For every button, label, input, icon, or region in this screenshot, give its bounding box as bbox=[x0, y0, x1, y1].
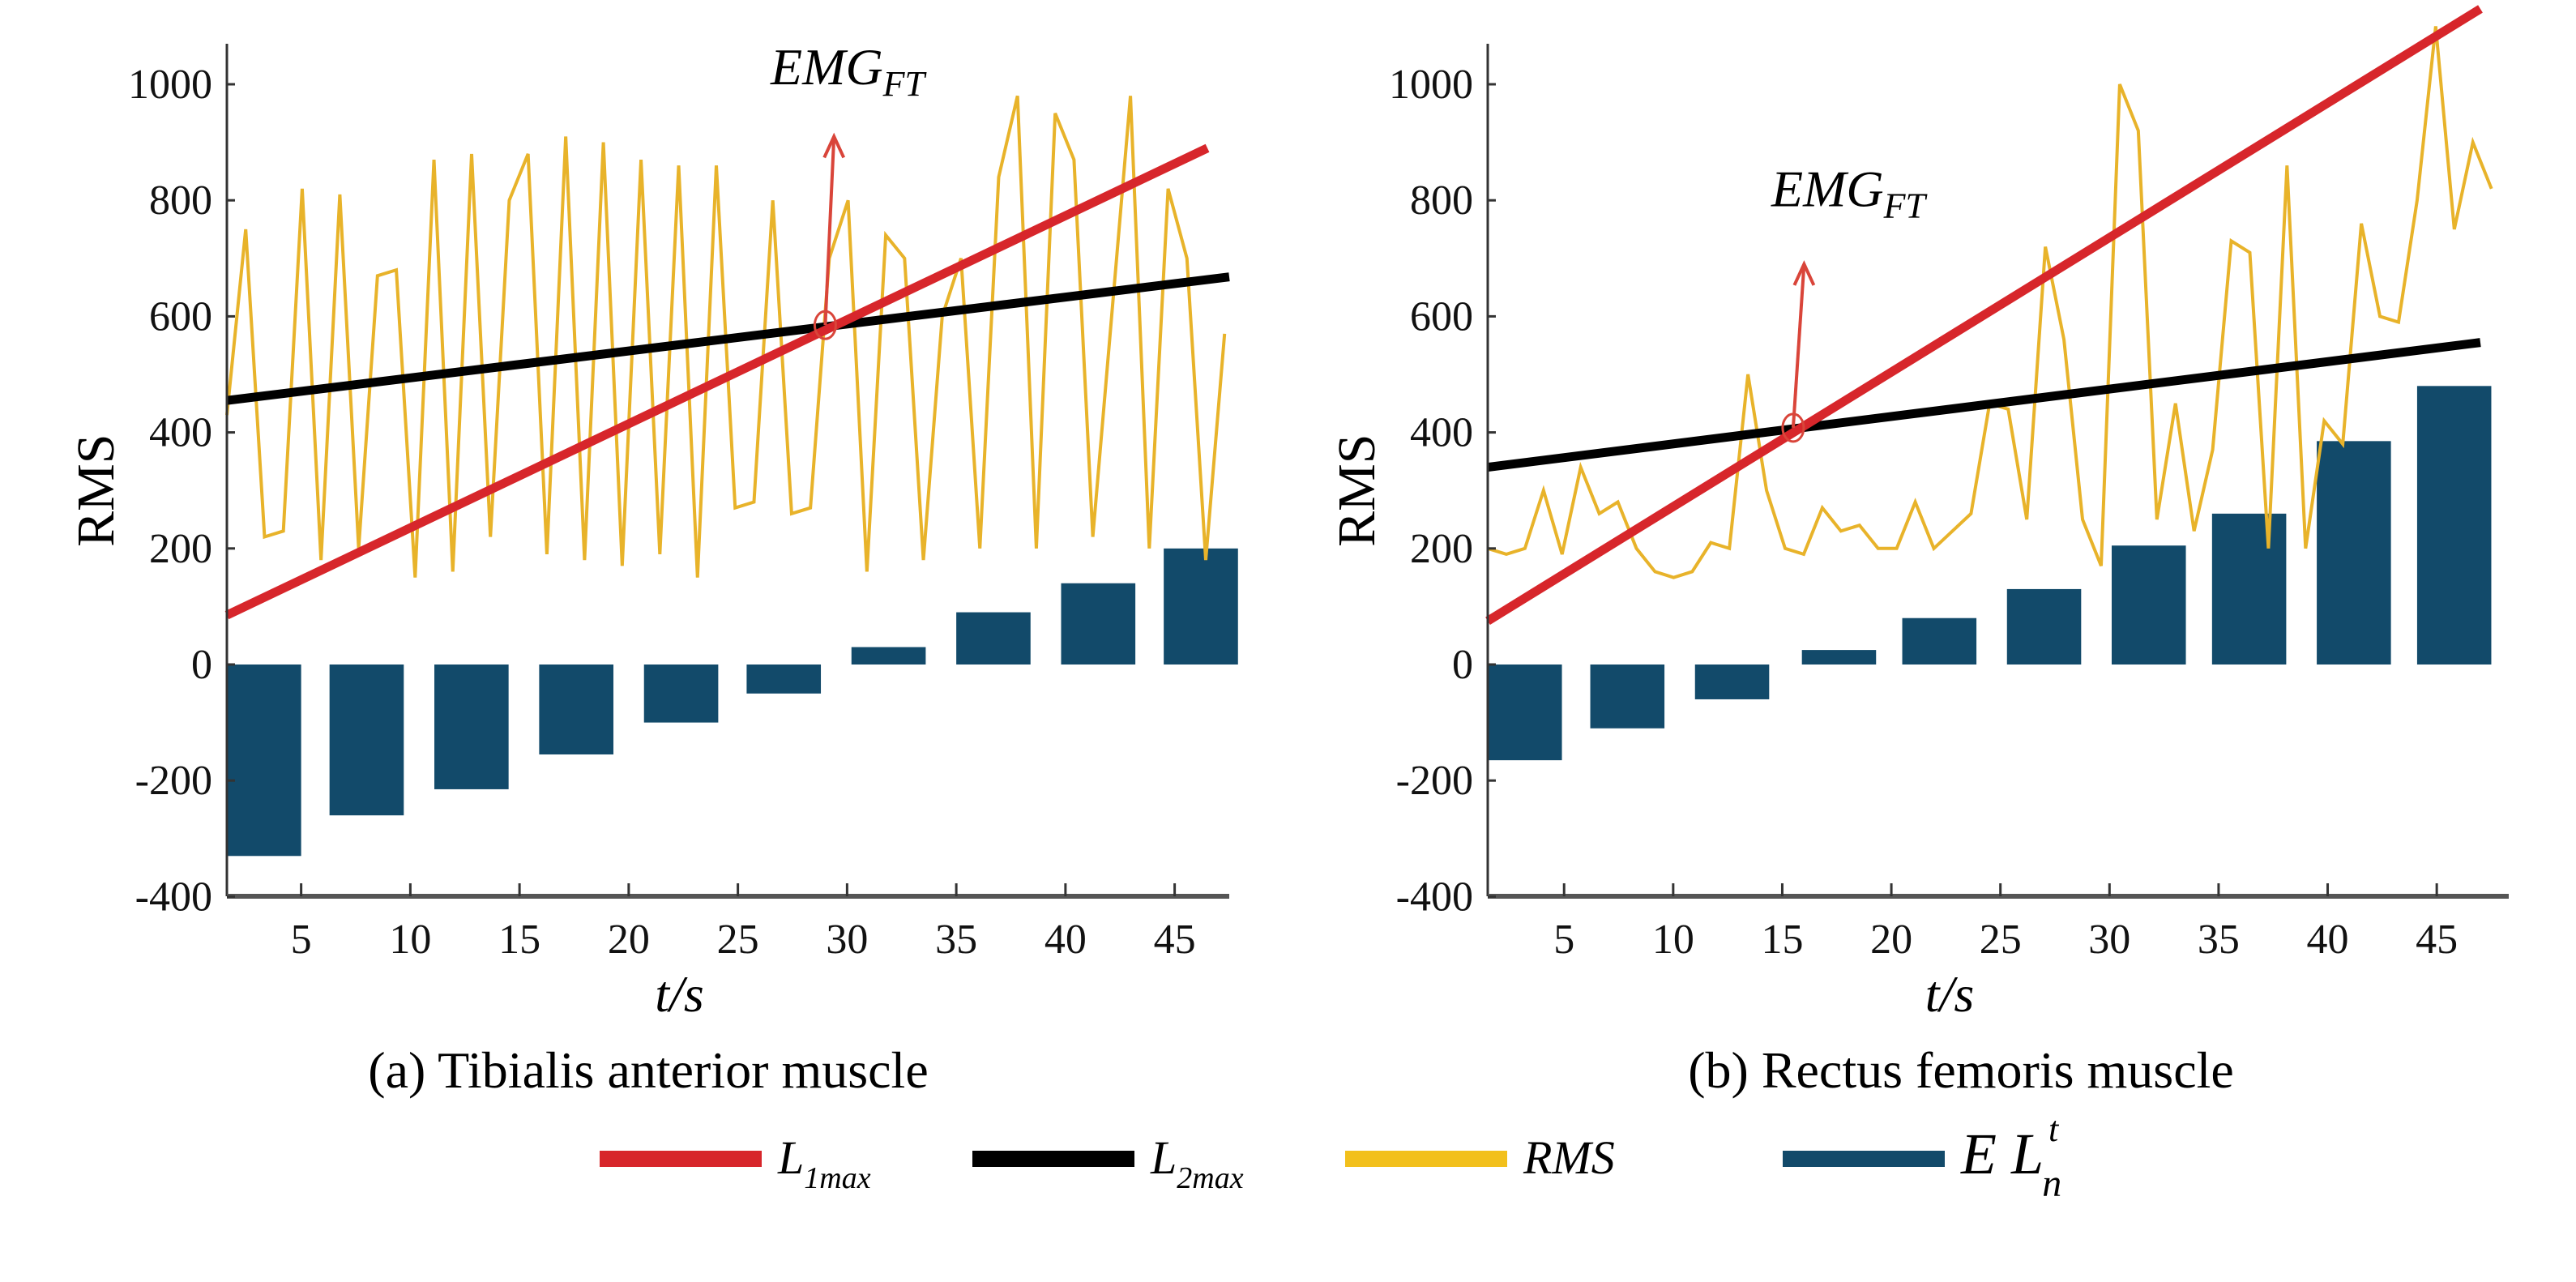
x-axis-label: t/s bbox=[1925, 965, 1974, 1023]
bar bbox=[1061, 583, 1136, 665]
x-tick-label: 20 bbox=[1870, 917, 1912, 963]
legend-label: RMS bbox=[1523, 1131, 1615, 1184]
bar bbox=[1590, 665, 1665, 729]
x-tick-label: 30 bbox=[2088, 917, 2130, 963]
x-tick-label: 30 bbox=[826, 917, 868, 963]
legend-label: L2max bbox=[1150, 1131, 1244, 1195]
x-tick-label: 45 bbox=[2416, 917, 2458, 963]
y-tick-label: -200 bbox=[135, 758, 212, 804]
panel-tibialis-anterior: EMGFT 1000 800 600 400 200 0 -200 -400 5 10 15 20 25 3… bbox=[66, 38, 1238, 1099]
legend-item-rms: RMS bbox=[1345, 1131, 1615, 1184]
x-tick-label: 15 bbox=[498, 917, 540, 963]
legend-label: L1max bbox=[777, 1131, 871, 1195]
x-tick-label: 35 bbox=[2198, 917, 2240, 963]
y-tick-label: 800 bbox=[1410, 177, 1473, 224]
x-tick-label: 40 bbox=[1044, 917, 1087, 963]
bar bbox=[851, 647, 926, 665]
bar bbox=[1694, 665, 1770, 699]
legend-label-subscript: 1max bbox=[804, 1161, 870, 1195]
bar bbox=[2006, 588, 2082, 665]
y-tick-label: -400 bbox=[1396, 874, 1473, 920]
y-tick-label: 0 bbox=[191, 642, 212, 688]
l1max-line bbox=[1485, 5, 2483, 625]
x-tick-label: 20 bbox=[608, 917, 650, 963]
bar bbox=[643, 665, 719, 723]
bar bbox=[2211, 513, 2287, 665]
y-tick-label: 600 bbox=[1410, 293, 1473, 340]
annotation-subscript: FT bbox=[882, 64, 928, 104]
bar bbox=[2416, 386, 2492, 665]
x-tick-label: 5 bbox=[291, 917, 312, 963]
legend-label-base: L bbox=[777, 1131, 804, 1184]
arrow-head-icon bbox=[1792, 260, 1816, 286]
legend-item-l2max: L2max bbox=[972, 1131, 1244, 1195]
x-tick-label: 25 bbox=[1980, 917, 2022, 963]
l1max-line bbox=[224, 143, 1210, 620]
y-tick-label: 400 bbox=[1410, 410, 1473, 456]
bar bbox=[2317, 441, 2391, 665]
legend-label-subscript: n bbox=[2042, 1162, 2061, 1205]
y-tick-label: -200 bbox=[1396, 758, 1473, 804]
annotation-base: EMG bbox=[770, 38, 883, 96]
y-tick-label: 0 bbox=[1452, 642, 1473, 688]
bar bbox=[1902, 617, 1977, 665]
legend-swatch bbox=[600, 1151, 762, 1167]
y-tick-label: 800 bbox=[149, 177, 212, 224]
bar bbox=[1488, 665, 1562, 761]
bar bbox=[956, 612, 1031, 665]
panel-caption: (a) Tibialis anterior muscle bbox=[368, 1041, 928, 1099]
legend-item-l1max: L1max bbox=[600, 1131, 871, 1195]
legend-swatch bbox=[972, 1151, 1134, 1167]
bar bbox=[2112, 545, 2186, 665]
x-tick-label: 5 bbox=[1553, 917, 1574, 963]
annotation-base: EMG bbox=[1771, 160, 1884, 217]
x-tick-label: 10 bbox=[1652, 917, 1694, 963]
y-axis-label: RMS bbox=[66, 434, 126, 546]
x-tick-label: 25 bbox=[717, 917, 759, 963]
annotation-arrow bbox=[1791, 263, 1806, 429]
bar bbox=[434, 665, 509, 789]
x-tick-label: 35 bbox=[935, 917, 977, 963]
x-tick-label: 15 bbox=[1761, 917, 1803, 963]
bar bbox=[1801, 650, 1877, 665]
legend-swatch bbox=[1345, 1151, 1507, 1167]
legend-label-superscript: t bbox=[2048, 1109, 2060, 1149]
legend-label-subscript: 2max bbox=[1177, 1161, 1243, 1195]
legend-swatch bbox=[1783, 1151, 1945, 1167]
bar bbox=[227, 665, 301, 857]
annotation-arrow bbox=[823, 136, 836, 326]
y-axis-label: RMS bbox=[1327, 434, 1386, 546]
y-tick-label: 200 bbox=[1410, 526, 1473, 572]
annotation-label: EMGFT bbox=[770, 38, 928, 104]
x-tick-label: 40 bbox=[2307, 917, 2349, 963]
l2max-line bbox=[1487, 338, 2481, 472]
y-tick-label: 400 bbox=[149, 410, 212, 456]
panel-rectus-femoris: EMGFT 1000 800 600 400 200 0 -200 -400 5 10 15 20 25 3… bbox=[1327, 5, 2509, 1099]
annotation-label: EMGFT bbox=[1771, 160, 1929, 225]
y-tick-label: 1000 bbox=[128, 62, 212, 108]
bar bbox=[746, 665, 822, 694]
x-tick-label: 45 bbox=[1154, 917, 1196, 963]
bar bbox=[1164, 548, 1238, 665]
annotation-subscript: FT bbox=[1883, 186, 1929, 225]
x-tick-label: 10 bbox=[389, 917, 431, 963]
y-tick-label: 1000 bbox=[1389, 62, 1473, 108]
bar bbox=[539, 665, 614, 754]
x-axis-label: t/s bbox=[655, 965, 703, 1023]
y-tick-label: 600 bbox=[149, 293, 212, 340]
arrow-head-icon bbox=[822, 132, 846, 159]
l2max-line bbox=[226, 272, 1230, 405]
panel-caption: (b) Rectus femoris muscle bbox=[1688, 1041, 2234, 1099]
legend-label-base: E L bbox=[1960, 1122, 2044, 1186]
y-tick-label: -400 bbox=[135, 874, 212, 920]
legend-label-base: L bbox=[1150, 1131, 1177, 1184]
y-tick-label: 200 bbox=[149, 526, 212, 572]
legend-label-base: RMS bbox=[1523, 1131, 1615, 1184]
bar bbox=[329, 665, 404, 816]
